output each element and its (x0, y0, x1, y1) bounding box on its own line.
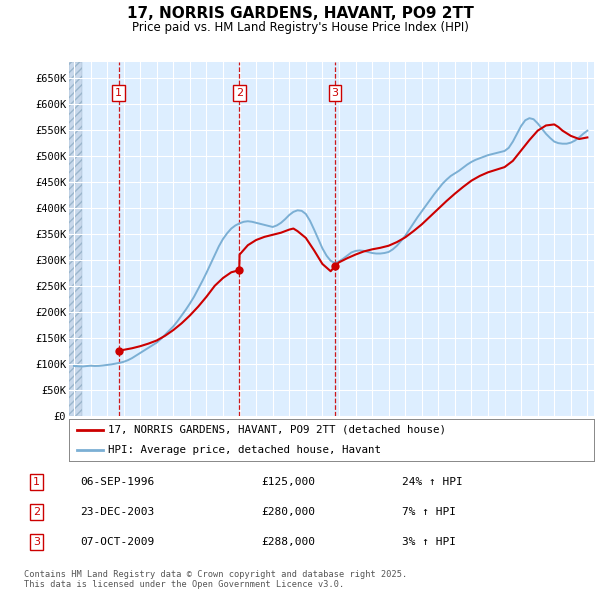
Text: Contains HM Land Registry data © Crown copyright and database right 2025.
This d: Contains HM Land Registry data © Crown c… (24, 570, 407, 589)
Text: 23-DEC-2003: 23-DEC-2003 (80, 507, 155, 517)
Text: 06-SEP-1996: 06-SEP-1996 (80, 477, 155, 487)
Text: 1: 1 (33, 477, 40, 487)
Text: 17, NORRIS GARDENS, HAVANT, PO9 2TT (detached house): 17, NORRIS GARDENS, HAVANT, PO9 2TT (det… (109, 425, 446, 435)
Text: 3: 3 (332, 88, 338, 98)
Text: 7% ↑ HPI: 7% ↑ HPI (402, 507, 456, 517)
Bar (69, 62, 82, 416)
Text: £125,000: £125,000 (261, 477, 315, 487)
Text: Price paid vs. HM Land Registry's House Price Index (HPI): Price paid vs. HM Land Registry's House … (131, 21, 469, 34)
Text: 17, NORRIS GARDENS, HAVANT, PO9 2TT: 17, NORRIS GARDENS, HAVANT, PO9 2TT (127, 6, 473, 21)
Text: HPI: Average price, detached house, Havant: HPI: Average price, detached house, Hava… (109, 445, 382, 455)
Text: 2: 2 (236, 88, 243, 98)
Text: 3% ↑ HPI: 3% ↑ HPI (402, 537, 456, 547)
Text: 2: 2 (33, 507, 40, 517)
Text: 24% ↑ HPI: 24% ↑ HPI (402, 477, 463, 487)
Text: 3: 3 (33, 537, 40, 547)
Text: 1: 1 (115, 88, 122, 98)
Text: £288,000: £288,000 (261, 537, 315, 547)
Text: 07-OCT-2009: 07-OCT-2009 (80, 537, 155, 547)
Bar (69, 62, 82, 416)
Text: £280,000: £280,000 (261, 507, 315, 517)
